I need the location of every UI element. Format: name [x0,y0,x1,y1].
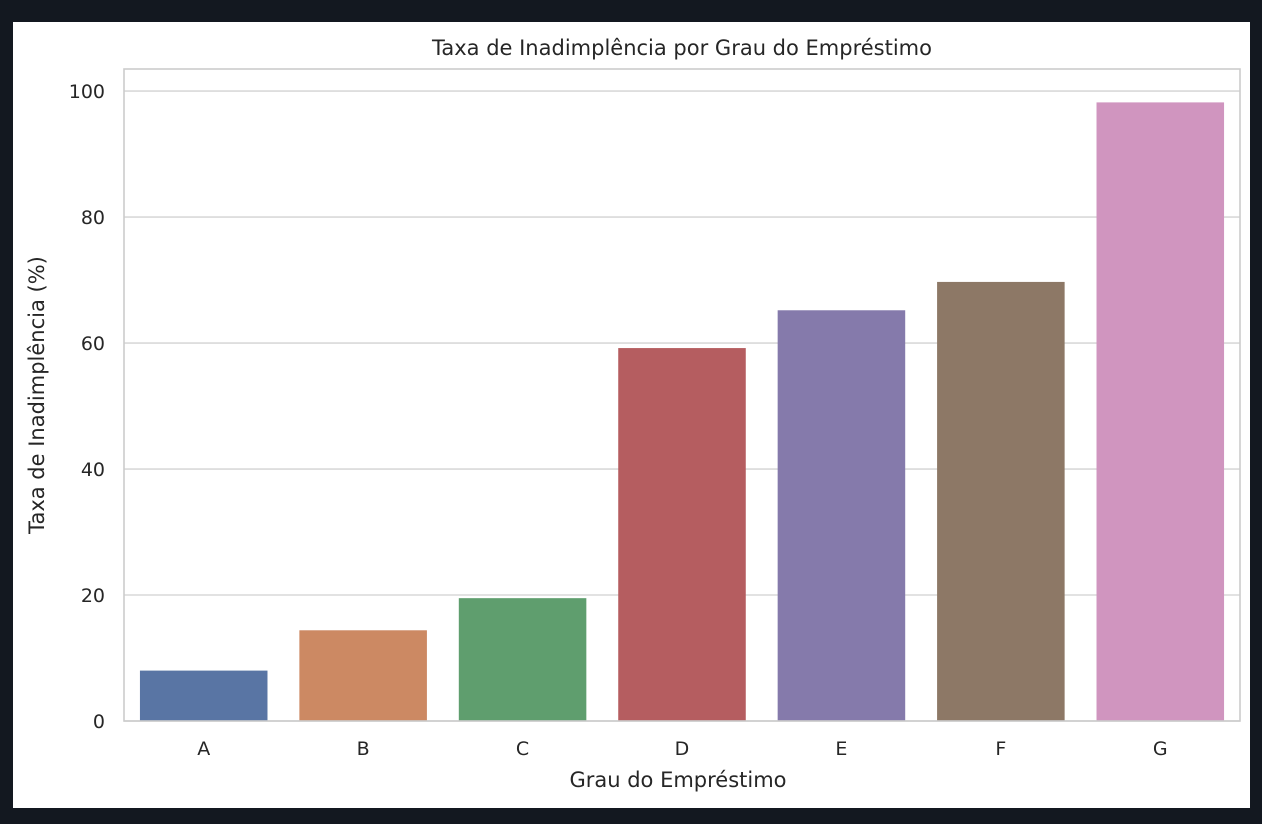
chart-figure: 0 20 40 60 80 100 A B C D E F G Taxa de Inadimplênc… [13,22,1250,808]
x-tick-label: G [1153,738,1168,760]
bar-e [777,310,906,721]
y-tick-label: 100 [69,81,105,103]
y-tick-label: 60 [81,333,105,355]
chart-title: Taxa de Inadimplência por Grau do Emprés… [431,36,932,60]
axes-frame [123,68,1241,722]
x-tick-label: D [675,738,690,760]
x-tick-labels: A B C D E F G [197,738,1167,760]
x-tick-label: C [516,738,529,760]
bar-f [937,281,1065,721]
x-tick-label: A [197,738,210,760]
bar-c [458,598,587,721]
bar-chart: 0 20 40 60 80 100 A B C D E F G Taxa de Inadimplênc… [25,36,1241,792]
x-tick-label: F [995,738,1006,760]
bar-a [139,670,268,721]
y-tick-label: 80 [81,207,105,229]
y-tick-labels: 0 20 40 60 80 100 [69,81,105,733]
y-axis-label: Taxa de Inadimplência (%) [25,256,49,535]
y-tick-label: 20 [81,585,105,607]
y-tick-label: 0 [93,711,105,733]
bar-g [1096,102,1225,721]
x-tick-label: E [835,738,847,760]
y-tick-label: 40 [81,459,105,481]
bar-d [618,348,746,721]
x-axis-label: Grau do Empréstimo [569,768,786,792]
bars [139,102,1225,721]
bar-b [299,630,427,721]
x-tick-label: B [357,738,370,760]
